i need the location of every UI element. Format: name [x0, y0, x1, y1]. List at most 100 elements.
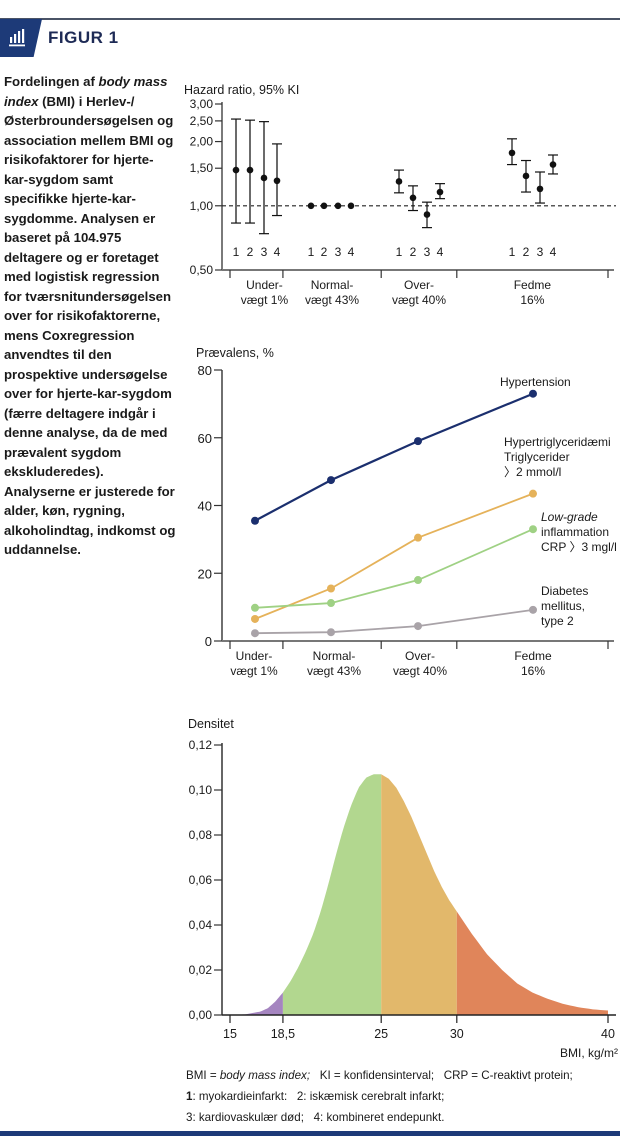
outcome-number: 4	[550, 245, 557, 259]
x-tick-label: 18,5	[271, 1027, 295, 1041]
series-label: type 2	[541, 614, 574, 628]
figure-caption: Fordelingen af body mass index (BMI) i H…	[4, 72, 176, 560]
outcome-number: 3	[335, 245, 342, 259]
y-tick-label: 0,06	[189, 873, 213, 887]
y-tick-label: 0,10	[189, 783, 213, 797]
series-line	[254, 528, 534, 609]
group-label: Normal-	[311, 278, 354, 292]
series-label: Hypertension	[500, 375, 571, 389]
group-label: 16%	[520, 293, 544, 307]
hazard-ratio-point	[522, 172, 530, 180]
outcome-number: 1	[509, 245, 516, 259]
y-tick-label: 1,00	[190, 199, 214, 213]
x-tick-label: 15	[223, 1027, 237, 1041]
series-point	[251, 629, 259, 638]
series-point	[251, 614, 259, 623]
series-label: Diabetes	[541, 584, 588, 598]
outcome-number: 4	[348, 245, 355, 259]
footnote-line-outcomes-3-4: 3: kardiovaskulær død; 4: kombineret end…	[186, 1107, 616, 1128]
group-label: vægt 1%	[241, 293, 289, 307]
series-point	[414, 622, 422, 631]
hazard-ratio-point	[260, 174, 268, 182]
hazard-ratio-point	[347, 202, 355, 210]
outcome-number: 1	[308, 245, 315, 259]
footnote-text: : myokardieinfarkt: 2: iskæmisk cerebral…	[192, 1090, 445, 1103]
figure-footnote: BMI = body mass index; KI = konfidensint…	[186, 1065, 616, 1128]
category-label: Over-	[405, 649, 435, 663]
y-tick-label: 3,00	[190, 97, 214, 111]
y-tick-label: 1,50	[190, 161, 214, 175]
hazard-ratio-point	[273, 177, 281, 185]
series-label: Hypertriglyceridæmi	[504, 435, 611, 449]
density-segment-fedme	[456, 911, 608, 1015]
category-label: Fedme	[514, 649, 552, 663]
y-tick-label: 2,50	[190, 114, 214, 128]
category-label: vægt 1%	[230, 664, 278, 678]
series-point	[251, 516, 259, 525]
figure-title: FIGUR 1	[48, 28, 119, 47]
hazard-ratio-point	[536, 185, 544, 193]
series-label: Low-grade	[541, 510, 598, 524]
series-point	[414, 576, 422, 585]
footnote-text: 3: kardiovaskulær død; 4: kombineret end…	[186, 1111, 445, 1124]
group-label: Fedme	[514, 278, 552, 292]
footnote-text: KI = konfidensinterval; CRP = C-reaktivt…	[310, 1069, 573, 1082]
hazard-ratio-point	[508, 149, 516, 157]
series-point	[529, 525, 537, 534]
category-label: 16%	[521, 664, 545, 678]
series-label: Triglycerider	[504, 450, 570, 464]
y-tick-label: 0,08	[189, 828, 213, 842]
x-tick-label: 40	[601, 1027, 615, 1041]
group-label: Under-	[246, 278, 283, 292]
footnote-text: 1	[186, 1090, 193, 1103]
y-axis-label: Hazard ratio, 95% KI	[184, 83, 299, 97]
y-tick-label: 0,04	[189, 918, 213, 932]
footnote-line-abbreviations: BMI = body mass index; KI = konfidensint…	[186, 1065, 616, 1086]
hazard-ratio-point	[232, 166, 240, 174]
y-tick-label: 0,00	[189, 1008, 213, 1022]
y-tick-label: 20	[198, 566, 212, 581]
group-label: Over-	[404, 278, 434, 292]
hazard-ratio-point	[549, 161, 557, 168]
x-axis-label: BMI, kg/m²	[560, 1046, 618, 1060]
bmi-density-chart: Densitet 0,00 0,02 0,04 0,06 0,08 0,10 0,12 15 18…	[188, 717, 618, 1060]
density-segment-overvægt	[381, 774, 457, 1015]
y-tick-label: 0,02	[189, 963, 213, 977]
outcome-number: 2	[321, 245, 328, 259]
outcome-number: 2	[247, 245, 254, 259]
category-label: vægt 43%	[307, 664, 361, 678]
y-tick-label: 0	[205, 634, 212, 649]
header-rule	[0, 18, 620, 20]
series-line	[254, 492, 534, 620]
footnote-line-outcomes-1-2: 1: myokardieinfarkt: 2: iskæmisk cerebra…	[186, 1086, 616, 1107]
series-point	[251, 603, 259, 612]
group-label: vægt 43%	[305, 293, 359, 307]
forest-plot: Hazard ratio, 95% KI 0,50 1,00 1,50 2,00 2,50…	[184, 83, 616, 307]
x-tick-label: 25	[374, 1027, 388, 1041]
y-tick-label: 2,00	[190, 135, 214, 149]
prevalence-line-chart: Prævalens, % 0 20 40 60 80 Under-vægt 1% Normal…	[196, 346, 617, 678]
outcome-number: 3	[537, 245, 544, 259]
outcome-number: 1	[396, 245, 403, 259]
outcome-number: 2	[410, 245, 417, 259]
hazard-ratio-point	[307, 202, 315, 210]
caption-text: Fordelingen af	[4, 74, 99, 89]
outcome-number: 4	[437, 245, 444, 259]
density-segment-normalvægt	[282, 774, 382, 1015]
hazard-ratio-point	[423, 211, 431, 218]
category-label: vægt 40%	[393, 664, 447, 678]
hazard-ratio-point	[395, 178, 403, 185]
density-segment-undervægt	[230, 992, 283, 1015]
series-point	[529, 389, 537, 398]
series-label: 〉2 mmol/l	[504, 465, 561, 479]
hazard-ratio-point	[409, 194, 417, 202]
series-label: CRP 〉3 mgl/l	[541, 540, 617, 554]
footnote-text: body mass index;	[219, 1069, 311, 1082]
series-point	[529, 489, 537, 498]
series-label: mellitus,	[541, 599, 585, 613]
y-tick-label: 0,50	[190, 263, 214, 277]
outcome-number: 3	[261, 245, 268, 259]
outcome-number: 1	[233, 245, 240, 259]
y-tick-label: 60	[198, 431, 212, 446]
